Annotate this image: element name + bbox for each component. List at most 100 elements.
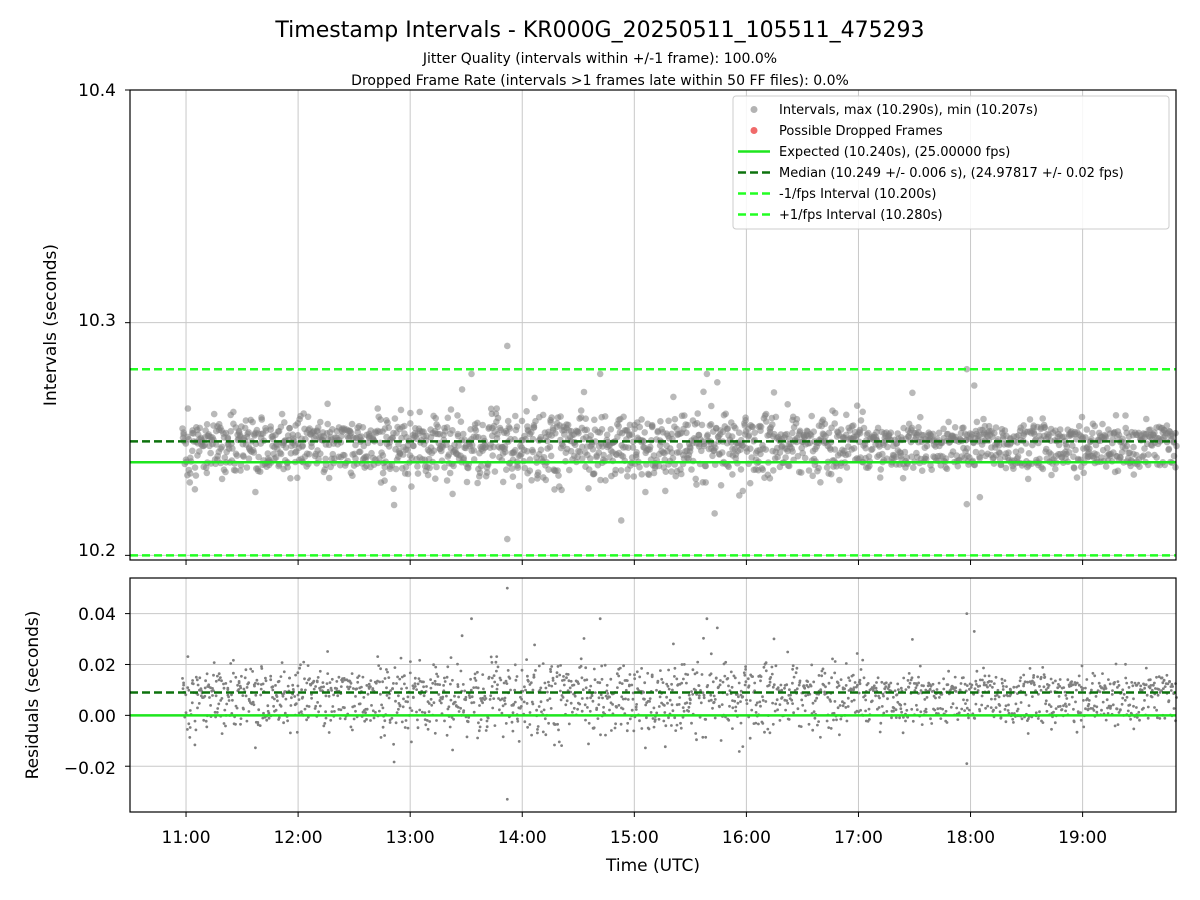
residual-point <box>1113 724 1117 728</box>
residual-point <box>284 697 288 701</box>
residual-point <box>425 719 429 722</box>
interval-point <box>232 467 239 474</box>
residual-point <box>271 685 275 689</box>
interval-point <box>641 429 648 436</box>
interval-point <box>552 430 559 437</box>
interval-point <box>504 535 511 543</box>
residual-point <box>266 704 270 708</box>
interval-point <box>1122 412 1129 419</box>
interval-point <box>314 424 322 431</box>
residual-point <box>769 676 773 679</box>
residual-point <box>682 709 686 713</box>
residual-point <box>222 722 226 725</box>
residual-point <box>768 731 772 735</box>
residual-point <box>406 726 410 730</box>
residual-point <box>448 725 452 729</box>
residual-point <box>701 691 705 695</box>
residual-point <box>972 630 976 633</box>
residual-point <box>739 700 742 703</box>
residual-point <box>954 690 958 693</box>
residual-point <box>245 719 249 723</box>
residual-point <box>864 698 868 702</box>
residual-point <box>815 696 819 700</box>
residual-point <box>211 687 214 690</box>
residual-point <box>892 709 895 713</box>
residual-point <box>742 671 746 675</box>
residual-point <box>919 689 923 692</box>
residual-point <box>680 681 684 685</box>
residual-point <box>1114 662 1118 666</box>
residual-point <box>941 707 944 711</box>
residual-point <box>976 689 980 692</box>
residual-point <box>595 706 599 710</box>
residual-point <box>949 688 953 691</box>
residual-point <box>490 685 494 688</box>
residual-point <box>939 707 942 710</box>
residual-point <box>304 688 307 692</box>
residual-point <box>697 696 701 700</box>
residual-point <box>392 760 396 764</box>
residual-point <box>379 692 382 696</box>
residual-point <box>922 684 925 688</box>
residual-point <box>439 701 443 705</box>
residual-point <box>216 707 220 710</box>
interval-point <box>782 454 789 461</box>
residual-point <box>833 671 837 675</box>
residuals-y-axis-label: Residuals (seconds) <box>23 611 43 780</box>
residuals-ytick-label: −0.02 <box>64 759 116 779</box>
residual-point <box>597 696 601 700</box>
residual-point <box>203 694 207 698</box>
residual-point <box>1090 688 1093 692</box>
residual-point <box>839 678 843 681</box>
residual-point <box>924 710 928 714</box>
residual-point <box>313 707 317 710</box>
residual-point <box>349 681 353 685</box>
residual-point <box>856 683 859 687</box>
residual-point <box>587 721 591 725</box>
residual-point <box>924 707 928 711</box>
residual-point <box>690 721 693 725</box>
interval-point <box>1153 454 1160 461</box>
residual-point <box>919 710 923 714</box>
residual-point <box>1023 680 1027 684</box>
interval-point <box>796 427 804 435</box>
residual-point <box>987 674 991 678</box>
residual-point <box>351 728 354 732</box>
residual-point <box>965 706 969 710</box>
interval-point <box>785 462 793 470</box>
residual-point <box>679 721 682 725</box>
residual-point <box>271 696 274 699</box>
residual-point <box>997 695 1001 699</box>
residual-point <box>596 717 600 720</box>
residual-point <box>429 678 432 681</box>
residual-point <box>704 718 708 721</box>
residual-point <box>1041 721 1045 724</box>
legend-marker-intervals <box>750 106 758 113</box>
residual-point <box>644 703 648 707</box>
interval-point <box>468 370 475 378</box>
residual-point <box>429 686 433 690</box>
residual-point <box>900 710 903 714</box>
residual-point <box>442 684 445 687</box>
residual-point <box>1127 686 1131 689</box>
residual-point <box>962 676 965 679</box>
residual-point <box>211 694 214 697</box>
residual-point <box>273 697 276 701</box>
residual-point <box>1101 700 1105 704</box>
interval-point <box>218 443 226 451</box>
interval-point <box>503 466 510 474</box>
residual-point <box>202 718 206 722</box>
residual-point <box>316 701 319 704</box>
residual-point <box>409 660 412 663</box>
residual-point <box>875 681 878 684</box>
interval-point <box>831 446 839 453</box>
residual-point <box>404 719 408 722</box>
residual-point <box>445 675 449 679</box>
interval-point <box>277 423 285 431</box>
interval-point <box>923 442 931 450</box>
residual-point <box>573 694 577 698</box>
residual-point <box>720 703 724 706</box>
residual-point <box>486 716 490 720</box>
residual-point <box>727 684 730 688</box>
residual-point <box>461 683 465 686</box>
